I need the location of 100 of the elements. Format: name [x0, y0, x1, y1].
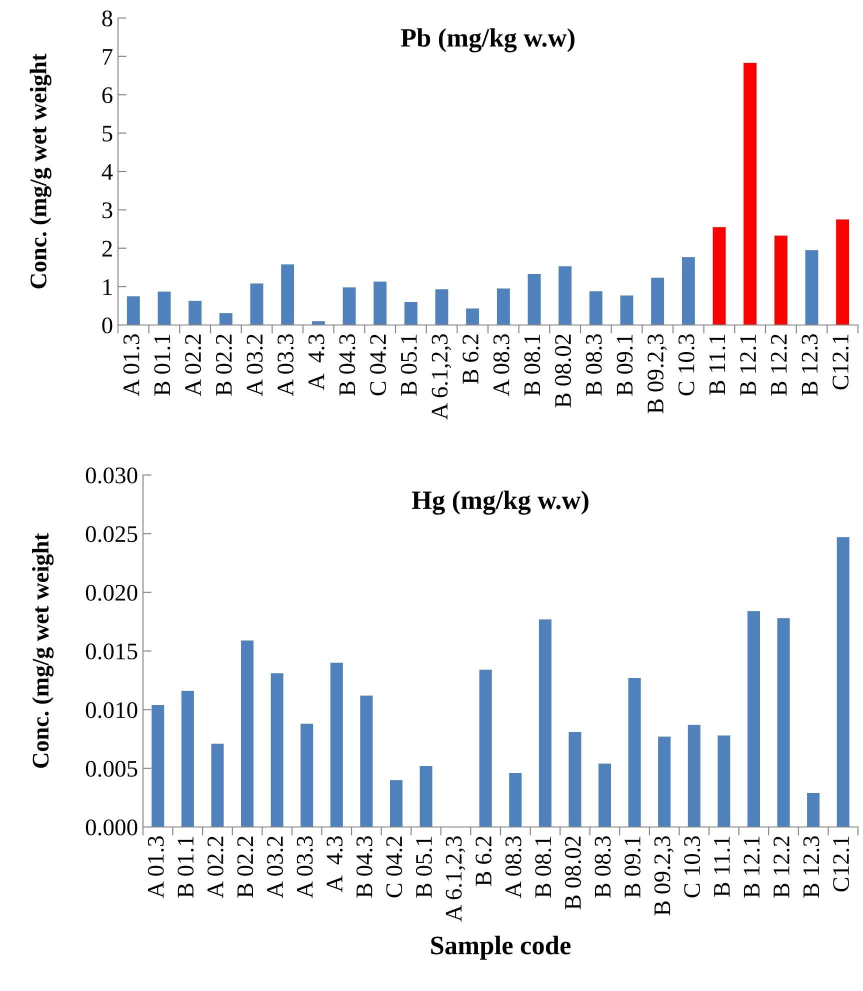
x-tick-label: B 12.3	[802, 334, 818, 396]
chart-title: Pb (mg/kg w.w)	[400, 28, 574, 52]
bar	[404, 302, 418, 325]
y-tick-label: 0.025	[86, 526, 138, 542]
bar	[747, 611, 760, 827]
x-tick-label: A 4.3	[326, 836, 343, 892]
bar	[658, 736, 671, 827]
bar	[805, 250, 818, 325]
bar	[360, 696, 373, 827]
bar	[281, 264, 294, 325]
bar	[420, 766, 432, 827]
bar	[836, 219, 850, 325]
x-tick-label: B 08.02	[564, 836, 581, 910]
y-tick-label: 0.005	[86, 760, 138, 777]
bar	[270, 673, 284, 827]
x-tick-label: B 12.2	[770, 334, 787, 396]
x-tick-label: C12.1	[833, 836, 850, 892]
x-tick-label: B 6.2	[476, 836, 492, 886]
x-tick-label: A 03.2	[246, 334, 263, 396]
y-tick-label: 2	[102, 240, 112, 256]
x-tick-label: B 05.1	[416, 836, 432, 898]
y-tick-label: 0.020	[86, 584, 138, 601]
y-tick-label: 6	[102, 87, 112, 104]
x-tick-label: B 12.1	[740, 334, 756, 396]
bar	[558, 266, 572, 325]
x-tick-label: B 05.1	[400, 334, 417, 396]
x-tick-label: B 09.2,3	[654, 836, 674, 916]
y-tick-label: 0.010	[86, 702, 138, 718]
bar	[712, 227, 726, 325]
x-tick-label: A 08.3	[505, 836, 522, 898]
y-tick-label: 1	[103, 279, 112, 295]
bar	[807, 792, 820, 827]
x-tick-label: A 01.3	[123, 334, 140, 396]
y-tick-label: 0	[102, 317, 112, 334]
bar	[126, 296, 140, 325]
y-tick-label: 7	[102, 49, 112, 65]
x-tick-label: A 4.3	[308, 334, 324, 390]
bar	[744, 62, 757, 325]
bar	[509, 773, 522, 827]
x-tick-label: A 02.2	[207, 836, 224, 898]
bar	[620, 295, 634, 325]
bar	[211, 744, 224, 827]
bar	[568, 732, 582, 827]
bar	[374, 282, 387, 325]
bar	[241, 640, 254, 827]
bar	[466, 308, 480, 325]
x-tick-label: B 12.1	[744, 836, 760, 898]
x-tick-label: A 03.3	[296, 836, 313, 898]
bar	[528, 274, 541, 325]
x-tick-label: C12.1	[832, 334, 849, 390]
bar	[628, 678, 641, 827]
x-tick-label: A 6.1,2,3	[446, 836, 466, 922]
x-tick-label: B 08.3	[586, 334, 602, 396]
bar	[312, 321, 325, 325]
x-tick-label: B 04.3	[356, 836, 372, 898]
x-tick-label: B 02.2	[237, 836, 254, 898]
x-tick-label: C 04.2	[370, 334, 386, 396]
bar	[774, 236, 788, 325]
x-tick-label: C 10.3	[678, 334, 694, 396]
bar	[688, 724, 700, 827]
x-tick-label: B 12.2	[774, 836, 790, 898]
x-tick-label: B 09.2,3	[648, 334, 667, 414]
x-tick-label: A 01.3	[148, 836, 164, 898]
y-tick-label: 0.030	[86, 467, 138, 484]
x-tick-label: B 01.1	[178, 836, 194, 898]
y-tick-label: 8	[102, 10, 112, 26]
bar	[651, 278, 664, 325]
x-tick-label: A 03.3	[278, 334, 294, 396]
x-tick-label: C 04.2	[386, 836, 402, 898]
bar	[219, 313, 232, 325]
x-tick-label: B 08.1	[535, 836, 552, 898]
bar	[181, 690, 194, 827]
x-tick-label: B 6.2	[462, 334, 479, 384]
y-tick-label: 0.000	[86, 819, 138, 836]
y-tick-label: 4	[102, 164, 113, 180]
bar	[777, 618, 790, 827]
x-tick-label: B 01.1	[154, 334, 170, 396]
x-axis-title: Sample code	[431, 936, 571, 960]
bar	[682, 257, 695, 325]
bar	[538, 619, 552, 827]
bar	[300, 724, 314, 827]
bar	[250, 284, 264, 325]
x-tick-label: B 08.1	[524, 334, 540, 396]
text: Hg (mg/kg w.w)	[412, 490, 588, 515]
bar	[330, 662, 343, 827]
x-tick-label: B 09.1	[624, 836, 641, 898]
bar	[598, 764, 612, 827]
bar	[435, 289, 448, 325]
y-tick-label: 5	[102, 126, 112, 142]
x-tick-label: A 03.2	[267, 836, 284, 898]
x-tick-label: B 04.3	[339, 334, 356, 396]
bar	[836, 537, 850, 827]
x-tick-label: B 11.1	[714, 836, 730, 897]
bar	[188, 300, 202, 325]
x-tick-label: B 02.2	[216, 334, 232, 396]
bar	[718, 735, 730, 827]
bar	[390, 780, 402, 827]
x-tick-label: B 08.3	[594, 836, 611, 898]
y-axis-title: Conc. (mg/g wet weight	[32, 533, 54, 768]
x-tick-label: B 08.02	[555, 334, 572, 408]
